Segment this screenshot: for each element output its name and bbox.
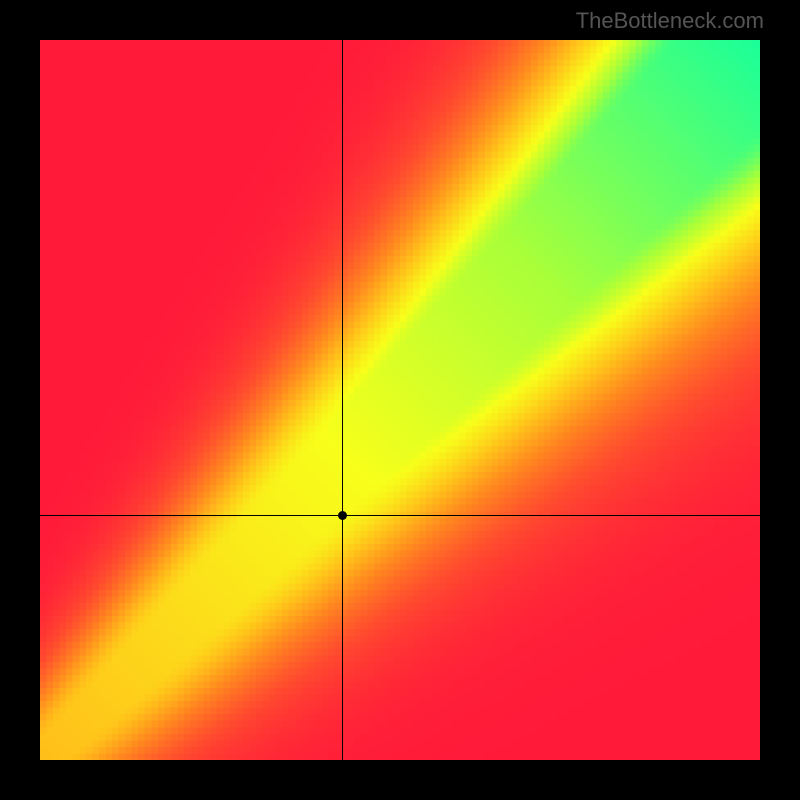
watermark-text: TheBottleneck.com (576, 8, 764, 34)
bottleneck-heatmap (40, 40, 760, 760)
chart-container: TheBottleneck.com (0, 0, 800, 800)
